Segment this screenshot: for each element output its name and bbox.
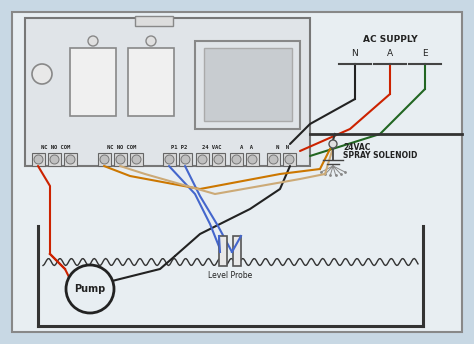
Circle shape bbox=[34, 155, 43, 164]
Bar bbox=[195, 41, 300, 129]
Circle shape bbox=[146, 36, 156, 46]
Circle shape bbox=[132, 155, 141, 164]
Text: N  N: N N bbox=[276, 145, 290, 150]
Circle shape bbox=[198, 155, 207, 164]
Text: Pump: Pump bbox=[74, 284, 106, 294]
Bar bbox=[196, 153, 209, 166]
Circle shape bbox=[214, 155, 223, 164]
Text: E: E bbox=[422, 49, 428, 58]
Bar bbox=[233, 236, 241, 266]
Circle shape bbox=[66, 265, 114, 313]
Circle shape bbox=[248, 155, 257, 164]
Text: 24 VAC: 24 VAC bbox=[202, 145, 222, 150]
Bar bbox=[64, 153, 77, 166]
Text: NC NO COM: NC NO COM bbox=[41, 145, 71, 150]
Bar bbox=[246, 153, 259, 166]
Text: NC NO COM: NC NO COM bbox=[108, 145, 137, 150]
Circle shape bbox=[50, 155, 59, 164]
Bar bbox=[283, 153, 296, 166]
Circle shape bbox=[285, 155, 294, 164]
Circle shape bbox=[88, 36, 98, 46]
Bar bbox=[98, 153, 111, 166]
Circle shape bbox=[232, 155, 241, 164]
Bar bbox=[114, 153, 127, 166]
Circle shape bbox=[165, 155, 174, 164]
Circle shape bbox=[100, 155, 109, 164]
Bar bbox=[130, 153, 143, 166]
Bar bbox=[128, 48, 174, 116]
Text: A: A bbox=[387, 49, 393, 58]
Bar bbox=[179, 153, 192, 166]
Circle shape bbox=[116, 155, 125, 164]
Text: P1 P2: P1 P2 bbox=[171, 145, 187, 150]
Text: Level Probe: Level Probe bbox=[208, 271, 252, 280]
Bar bbox=[25, 18, 310, 166]
Text: N: N bbox=[352, 49, 358, 58]
Text: SPRAY SOLENOID: SPRAY SOLENOID bbox=[343, 151, 418, 160]
Circle shape bbox=[181, 155, 190, 164]
Bar bbox=[212, 153, 225, 166]
Bar bbox=[230, 153, 243, 166]
Text: AC SUPPLY: AC SUPPLY bbox=[363, 35, 417, 44]
Text: A  A: A A bbox=[239, 145, 253, 150]
Bar bbox=[267, 153, 280, 166]
Bar bbox=[219, 236, 227, 266]
Circle shape bbox=[269, 155, 278, 164]
Bar bbox=[163, 153, 176, 166]
Bar bbox=[204, 48, 292, 121]
Circle shape bbox=[32, 64, 52, 84]
Bar bbox=[32, 153, 45, 166]
Bar bbox=[70, 48, 116, 116]
Circle shape bbox=[329, 140, 337, 148]
Text: 24VAC: 24VAC bbox=[343, 142, 370, 151]
Bar bbox=[135, 16, 173, 26]
Bar bbox=[48, 153, 61, 166]
Circle shape bbox=[66, 155, 75, 164]
